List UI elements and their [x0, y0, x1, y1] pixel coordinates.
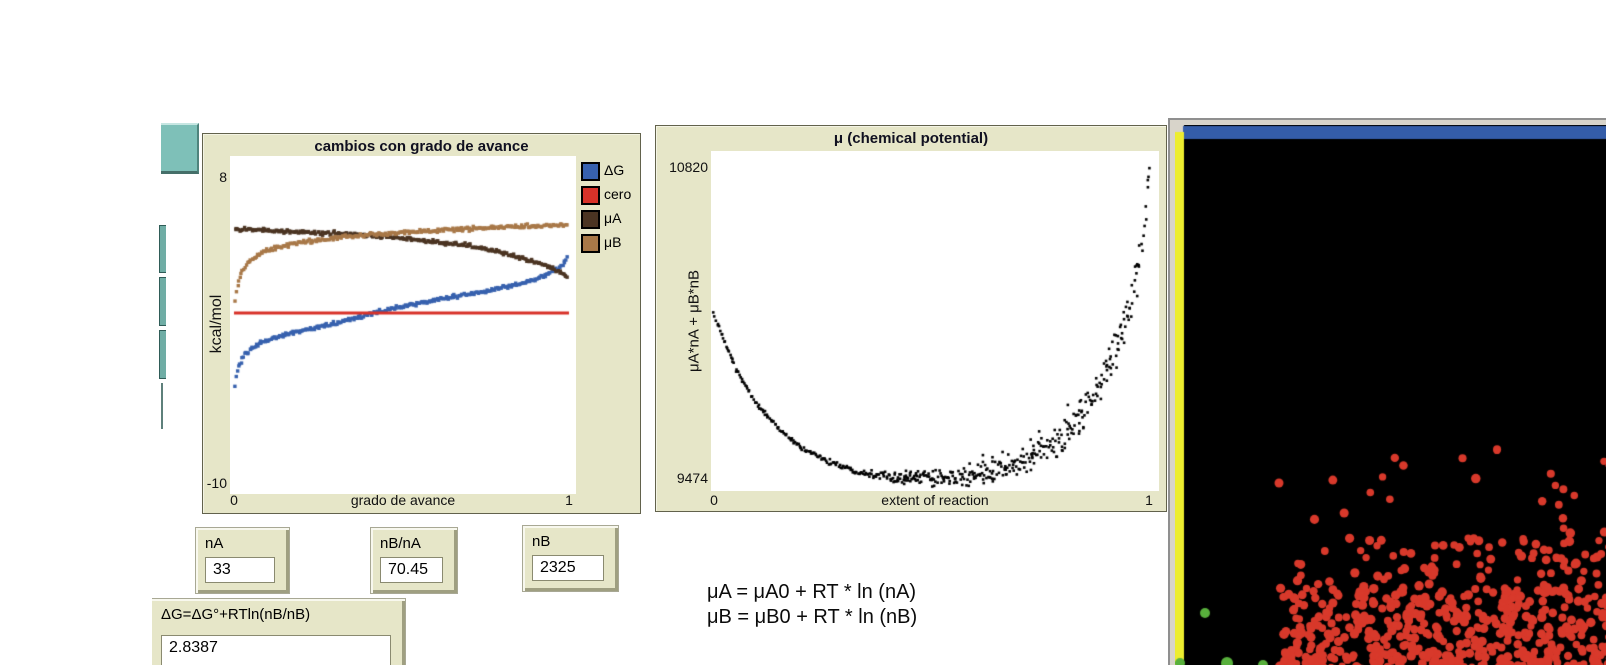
monitor-deltaG-value: 2.8387 [161, 635, 391, 665]
monitor-deltaG: ΔG=ΔG°+RTln(nB/nB) 2.8387 [152, 598, 406, 665]
monitor-nB-value: 2325 [532, 555, 604, 581]
slider-edge-partial-3[interactable] [159, 330, 166, 379]
plot-mu-x1: 1 [1145, 492, 1153, 508]
plot-mu-xlabel: extent of reaction [881, 492, 989, 508]
monitor-nB-label: nB [532, 533, 551, 550]
plot-cambios-x1: 1 [565, 492, 573, 508]
monitor-nB: nB 2325 [522, 525, 619, 592]
slider-edge-partial-2[interactable] [159, 277, 166, 326]
legend-swatch-cero [581, 186, 600, 205]
formula-note: μA = μA0 + RT * ln (nA) μB = μB0 + RT * … [707, 580, 917, 630]
monitor-deltaG-label: ΔG=ΔG°+RTln(nB/nB) [161, 606, 311, 623]
plot-mu-ylabel: μA*nA + μB*nB [685, 270, 703, 372]
plot-mu-x0: 0 [710, 492, 718, 508]
world-view[interactable] [1175, 125, 1606, 665]
legend-label-muA: μA [604, 210, 622, 226]
plot-cambios: cambios con grado de avance 8 -10 kcal/m… [202, 133, 641, 514]
plot-mu-ymax: 10820 [669, 159, 708, 175]
legend-swatch-dG [581, 162, 600, 181]
formula-muB: μB = μB0 + RT * ln (nB) [707, 606, 918, 628]
plot-cambios-ymax: 8 [219, 169, 227, 185]
plot-mu-title: μ (chemical potential) [833, 130, 989, 147]
plot-cambios-canvas [230, 156, 576, 494]
monitor-nBnA: nB/nA 70.45 [370, 527, 458, 594]
plot-cambios-xlabel: grado de avance [350, 492, 456, 508]
monitor-nA-value: 33 [205, 557, 275, 583]
world-view-frame [1168, 118, 1606, 665]
plot-mu: μ (chemical potential) 10820 9474 μA*nA … [655, 125, 1167, 512]
legend-label-cero: cero [604, 186, 632, 202]
legend-label-muB: μB [604, 234, 622, 250]
monitor-nA: nA 33 [195, 527, 290, 594]
plot-mu-ymin: 9474 [676, 470, 708, 486]
monitor-nBnA-value: 70.45 [380, 557, 443, 583]
legend-label-dG: ΔG [604, 162, 625, 178]
plot-cambios-ylabel: kcal/mol [208, 294, 225, 354]
widget-edge-line [161, 383, 163, 429]
legend-swatch-muB [581, 234, 600, 253]
formula-muA: μA = μA0 + RT * ln (nA) [707, 581, 917, 603]
plot-cambios-title: cambios con grado de avance [314, 138, 529, 155]
slider-edge-partial-1[interactable] [159, 225, 166, 273]
plot-cambios-x0: 0 [230, 492, 238, 508]
setup-button-partial[interactable] [161, 123, 199, 174]
legend-swatch-muA [581, 210, 600, 229]
plot-cambios-ymin: -10 [206, 475, 227, 491]
monitor-nBnA-label: nB/nA [380, 535, 421, 552]
monitor-nA-label: nA [205, 535, 224, 552]
plot-mu-canvas [711, 151, 1159, 491]
